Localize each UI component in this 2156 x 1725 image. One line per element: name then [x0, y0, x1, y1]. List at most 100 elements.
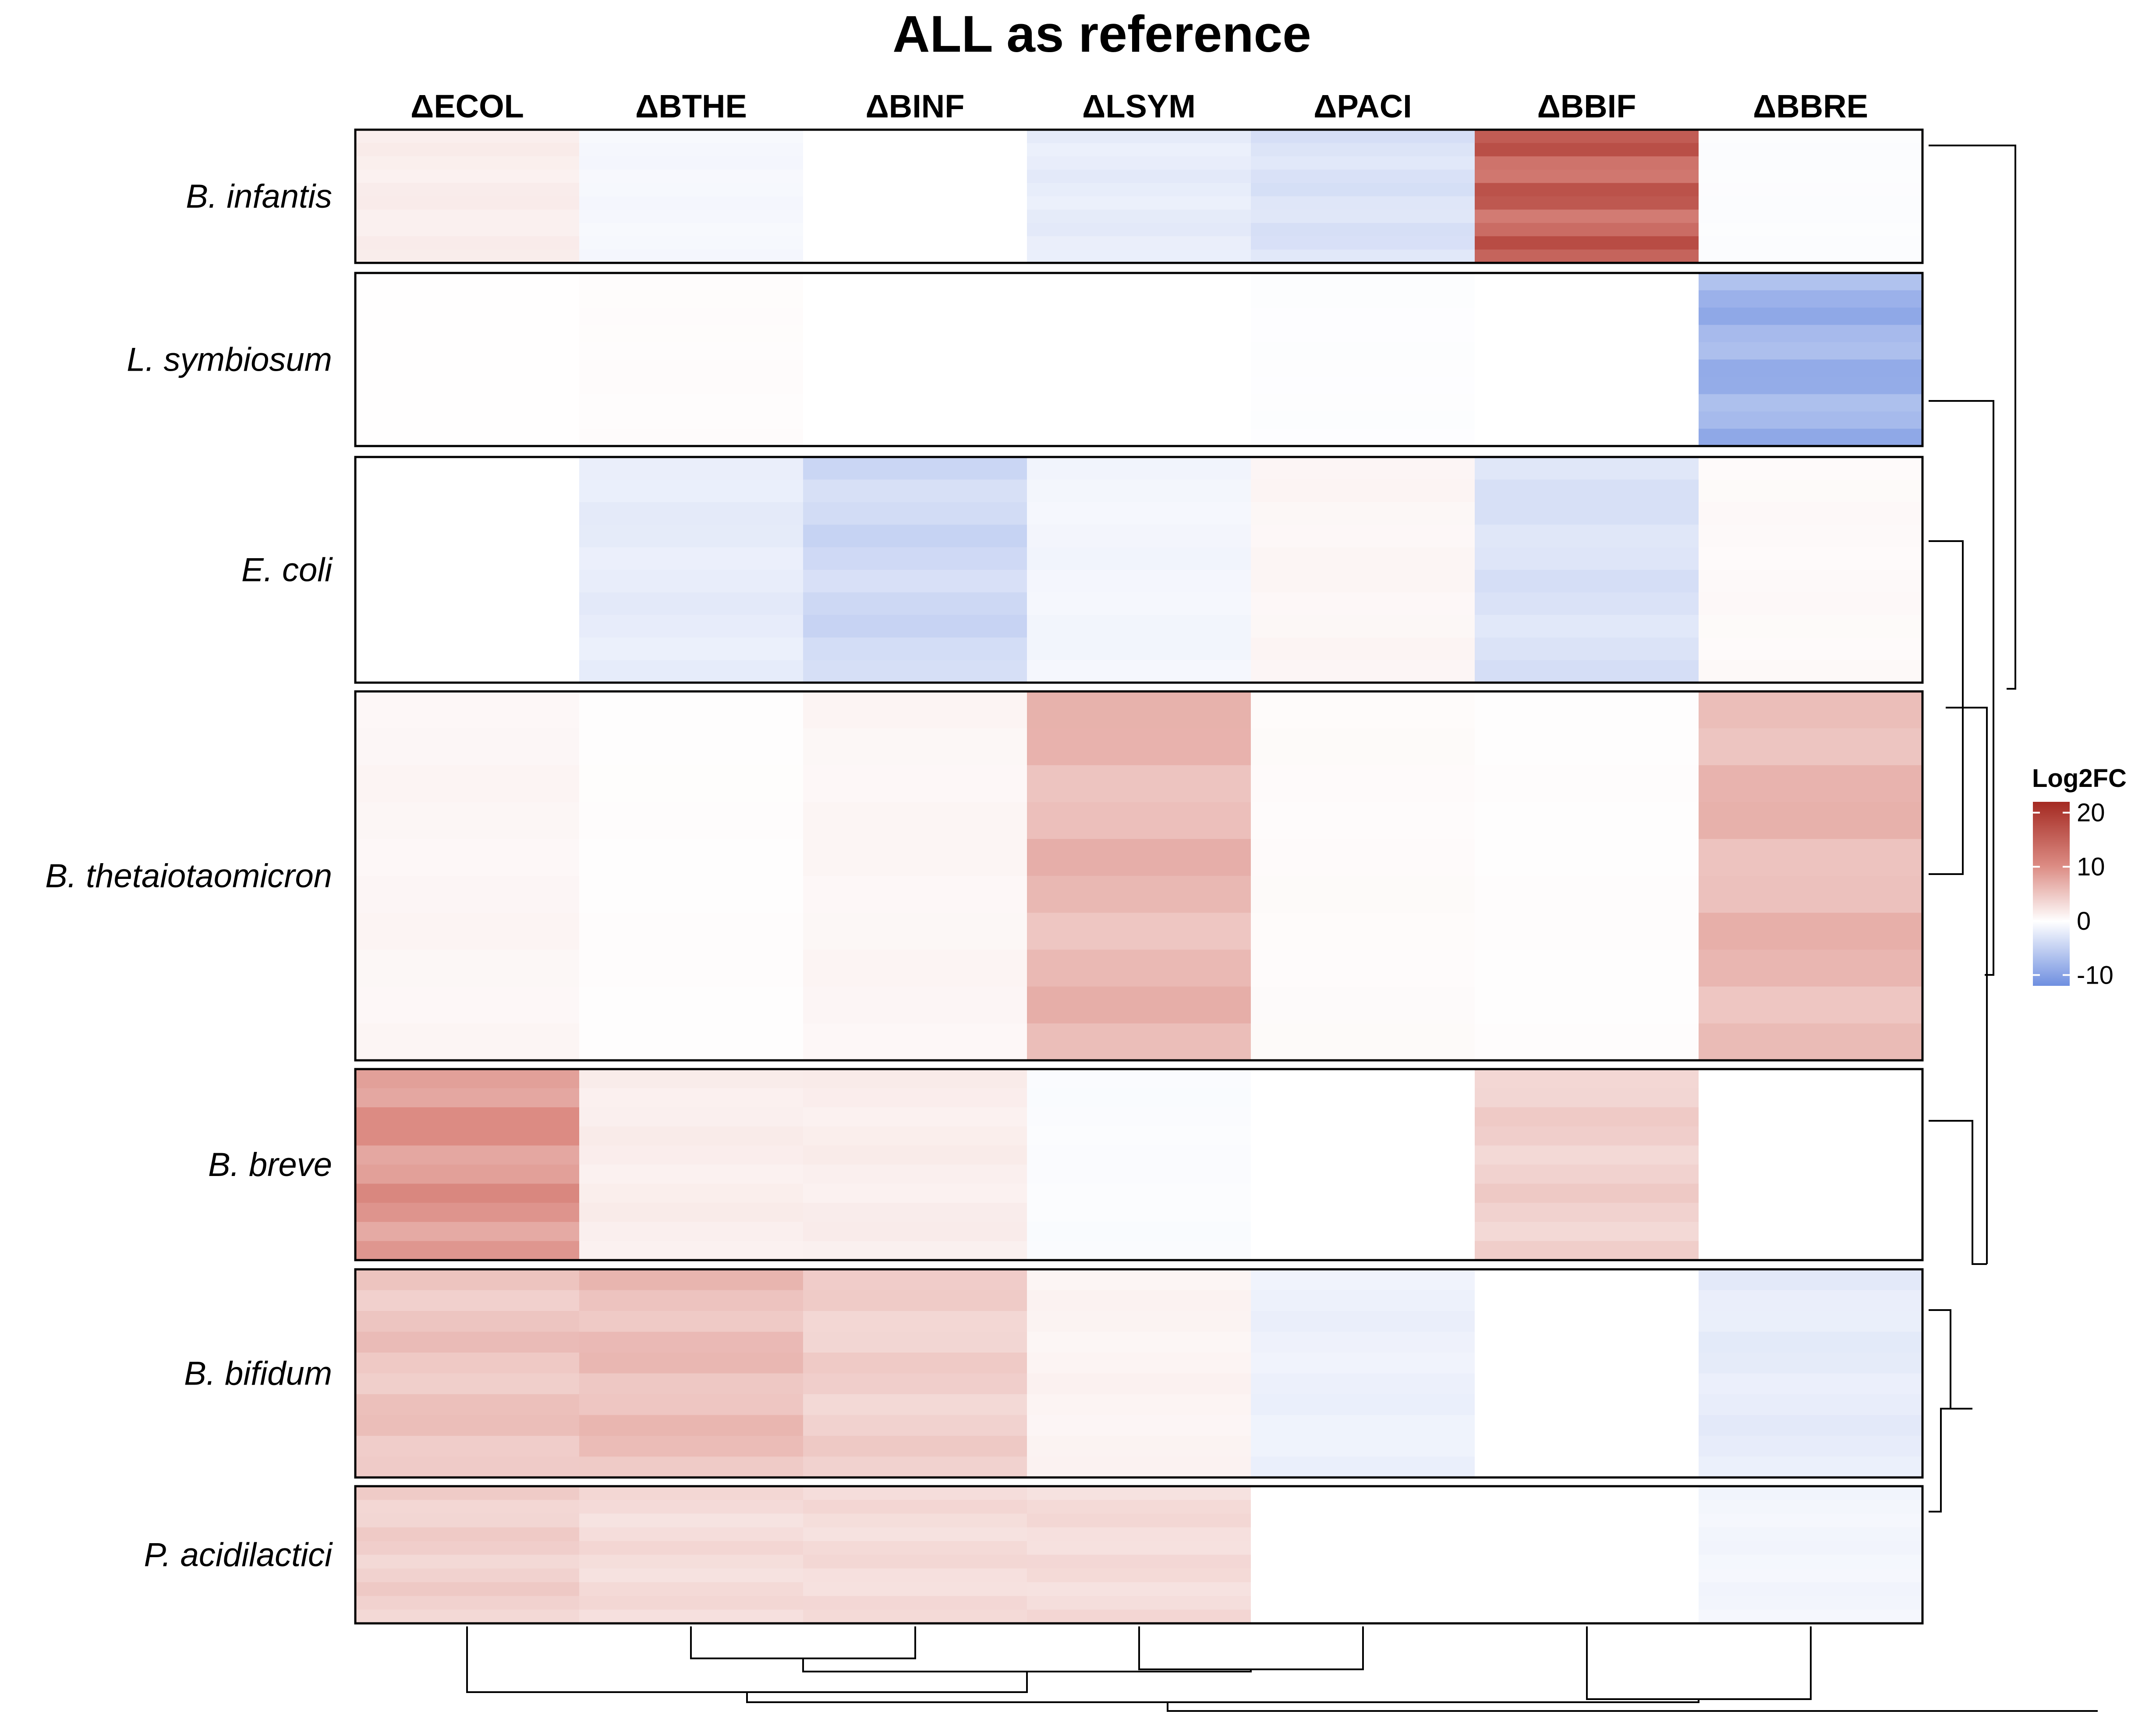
heatmap-cell: [803, 209, 1027, 223]
heatmap-cell: [1027, 986, 1251, 1024]
heatmap-cell: [1251, 728, 1475, 765]
heatmap-cell: [1475, 1311, 1699, 1332]
heatmap-cell: [1475, 308, 1699, 326]
heatmap-cell: [1699, 1241, 1922, 1261]
heatmap-cell: [803, 1290, 1027, 1311]
heatmap-cell: [1251, 913, 1475, 950]
heatmap-cell: [1027, 249, 1251, 263]
heatmap-cell: [1699, 1582, 1922, 1596]
heatmap-cell: [1027, 615, 1251, 638]
heatmap-cell: [1699, 1527, 1922, 1541]
heatmap-cell: [1699, 949, 1922, 987]
heatmap-cell: [1699, 1373, 1922, 1395]
heatmap-cell: [579, 1513, 803, 1528]
heatmap-cell: [1027, 765, 1251, 803]
heatmap-cell: [1251, 986, 1475, 1024]
heatmap-cell: [355, 1527, 579, 1541]
heatmap-cell: [579, 1241, 803, 1261]
heatmap-cell: [1699, 143, 1922, 157]
heatmap-cell: [803, 1596, 1027, 1610]
heatmap-cell: [1699, 209, 1922, 223]
heatmap-cell: [1027, 1332, 1251, 1353]
heatmap-cell: [1251, 570, 1475, 593]
heatmap-cell: [355, 1486, 579, 1500]
heatmap-cell: [355, 1222, 579, 1241]
heatmap-cell: [803, 1541, 1027, 1555]
row-dendrogram-branch: [1946, 707, 1988, 1264]
heatmap-cell: [1475, 457, 1699, 480]
heatmap-cell: [1251, 1222, 1475, 1241]
column-dendrogram-branch: [1586, 1626, 1812, 1700]
heatmap-cell: [1251, 1165, 1475, 1184]
heatmap-cell: [1475, 479, 1699, 503]
heatmap-cell: [1027, 1069, 1251, 1089]
heatmap-cell: [1475, 342, 1699, 360]
row-label-e-coli: E. coli: [241, 552, 333, 589]
heatmap-cell: [1027, 502, 1251, 525]
heatmap-cell: [803, 1145, 1027, 1165]
heatmap-cell: [579, 728, 803, 765]
heatmap-cell: [579, 170, 803, 184]
heatmap-cell: [355, 1582, 579, 1596]
heatmap-cell: [803, 502, 1027, 525]
heatmap-cell: [355, 249, 579, 263]
heatmap-cell: [579, 196, 803, 210]
heatmap-cell: [355, 839, 579, 876]
heatmap-cell: [803, 1609, 1027, 1624]
heatmap-cell: [1027, 802, 1251, 839]
heatmap-cell: [1251, 1582, 1475, 1596]
heatmap-cell: [803, 1222, 1027, 1241]
heatmap-cell: [1475, 638, 1699, 661]
heatmap-cell: [355, 1436, 579, 1457]
heatmap-cell: [355, 1290, 579, 1311]
heatmap-cell: [355, 1183, 579, 1203]
heatmap-cell: [1475, 1555, 1699, 1569]
heatmap-cell: [1699, 802, 1922, 839]
heatmap-cell: [1027, 196, 1251, 210]
heatmap-cell: [803, 236, 1027, 250]
heatmap-cell: [1027, 1183, 1251, 1203]
heatmap-cell: [803, 876, 1027, 913]
heatmap-cell: [1699, 1456, 1922, 1478]
heatmap-cell: [1475, 249, 1699, 263]
heatmap-cell: [1475, 1165, 1699, 1184]
heatmap-cell: [803, 1513, 1027, 1528]
heatmap-cell: [579, 1183, 803, 1203]
heatmap-cell: [355, 143, 579, 157]
heatmap-cell: [1251, 765, 1475, 803]
row-dendrogram-branch: [1929, 145, 2016, 690]
heatmap-cell: [355, 308, 579, 326]
heatmap-cell: [803, 273, 1027, 291]
column-label-3: ΔBINF: [866, 88, 965, 124]
heatmap-cell: [579, 913, 803, 950]
heatmap-cell: [803, 1107, 1027, 1127]
heatmap-cell: [1475, 429, 1699, 446]
heatmap-cell: [579, 1527, 803, 1541]
column-label-7: ΔBBRE: [1753, 88, 1868, 124]
heatmap-cell: [1251, 1311, 1475, 1332]
legend-colorbar: [2033, 802, 2070, 986]
heatmap-cell: [1251, 342, 1475, 360]
heatmap-cell: [579, 411, 803, 429]
row-dendrogram-branch: [1929, 1120, 1987, 1265]
heatmap-cell: [1251, 170, 1475, 184]
heatmap-cell: [355, 638, 579, 661]
heatmap-cell: [579, 765, 803, 803]
heatmap-cell: [1251, 1088, 1475, 1108]
heatmap-cell: [1699, 765, 1922, 803]
heatmap-cell: [1699, 524, 1922, 548]
heatmap-cell: [1251, 949, 1475, 987]
heatmap-cell: [1475, 839, 1699, 876]
heatmap-cell: [1027, 913, 1251, 950]
column-dendrogram-branch: [1167, 1702, 2098, 1712]
heatmap-cell: [355, 1203, 579, 1222]
heatmap-cell: [1251, 1145, 1475, 1165]
panel-border-e-coli: [354, 456, 1924, 684]
heatmap-cell: [1251, 394, 1475, 412]
heatmap-cell: [803, 130, 1027, 143]
heatmap-cell: [1475, 1145, 1699, 1165]
heatmap-cell: [355, 359, 579, 377]
heatmap-cell: [803, 1527, 1027, 1541]
heatmap-cell: [355, 479, 579, 503]
heatmap-cell: [579, 524, 803, 548]
